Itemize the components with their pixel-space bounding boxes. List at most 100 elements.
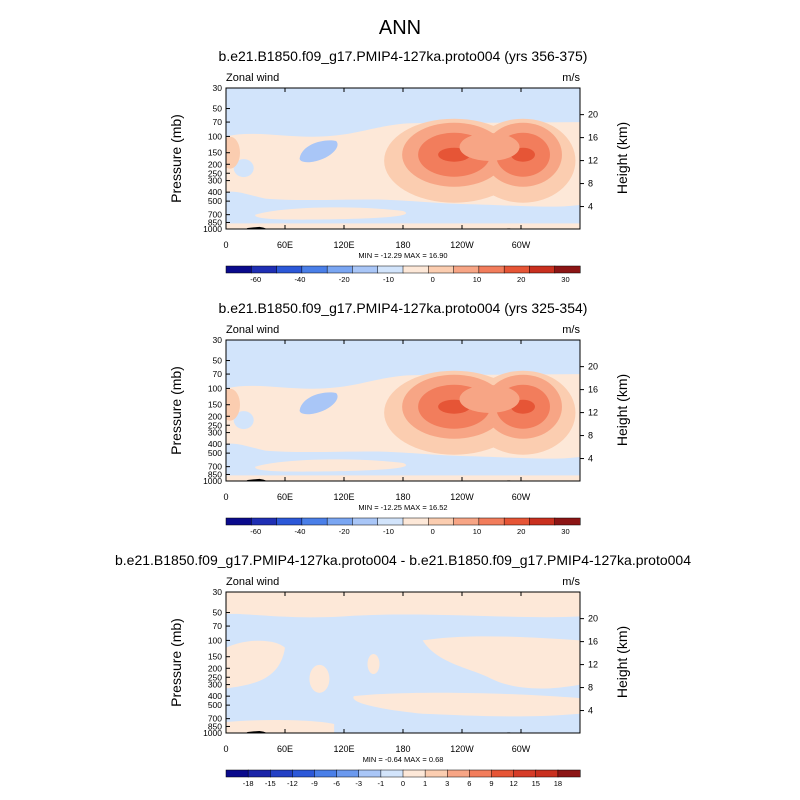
colorbar-swatch	[251, 517, 278, 526]
y-tick-label: 250	[208, 168, 222, 178]
colorbar: -60 -40 -20 -10 0 10 20 30	[225, 265, 581, 284]
y-right-tick-label: 8	[588, 179, 593, 189]
colorbar-swatch	[380, 769, 404, 778]
colorbar-swatch	[301, 265, 328, 274]
y-right-tick-label: 4	[588, 202, 593, 212]
y-tick-label: 100	[208, 635, 222, 645]
x-tick-label: 120W	[450, 492, 474, 502]
colorbar-label: 3	[445, 779, 449, 788]
min-max-stats: MIN = -0.64 MAX = 0.68	[363, 755, 444, 764]
y-right-tick-label: 20	[588, 362, 598, 372]
y-tick-label: 150	[208, 652, 222, 662]
y-tick-label: 700	[208, 714, 222, 724]
colorbar-label: -1	[378, 779, 385, 788]
contour-level-lower-westerly	[255, 459, 407, 472]
colorbar-swatch	[453, 517, 480, 526]
colorbar-label: -40	[295, 275, 306, 284]
min-max-stats: MIN = -12.29 MAX = 16.90	[358, 251, 447, 260]
colorbar-swatch	[513, 769, 537, 778]
colorbar-swatch	[535, 769, 559, 778]
contour-level-0-1-left	[226, 640, 285, 689]
contour-level-0-1-surface	[226, 720, 335, 733]
x-tick-label: 0	[223, 744, 228, 754]
colorbar-label: 20	[517, 275, 525, 284]
panel-2: b.e21.B1850.f09_g17.PMIP4-127ka.proto004…	[168, 300, 630, 536]
colorbar-swatch	[402, 265, 429, 274]
y-axis-label-right: Height (km)	[614, 122, 630, 194]
colorbar-swatch	[377, 517, 404, 526]
colorbar: -18 -15 -12 -9 -6 -3 -1 0 1 3 6 9 12 15 18	[225, 769, 581, 788]
x-tick-label: 120W	[450, 240, 474, 250]
y-tick-label: 400	[208, 439, 222, 449]
colorbar-swatch	[503, 517, 530, 526]
colorbar-swatch	[276, 517, 303, 526]
colorbar-swatch	[478, 517, 505, 526]
colorbar-label: 15	[532, 779, 540, 788]
contour-level-easterly-jet	[299, 140, 338, 163]
contour-hole	[233, 411, 254, 430]
colorbar-label: -18	[243, 779, 254, 788]
colorbar-swatch	[225, 517, 252, 526]
colorbar-swatch	[336, 769, 360, 778]
colorbar-swatch	[276, 265, 303, 274]
y-tick-label: 50	[213, 356, 223, 366]
units-label: m/s	[562, 576, 580, 588]
x-tick-label: 60E	[277, 492, 293, 502]
y-axis-label-right: Height (km)	[614, 374, 630, 446]
x-tick-label: 0	[223, 492, 228, 502]
y-axis-label: Pressure (mb)	[168, 114, 184, 203]
panel-title: b.e21.B1850.f09_g17.PMIP4-127ka.proto004…	[219, 48, 588, 64]
y-tick-label: 500	[208, 196, 222, 206]
y-tick-label: 700	[208, 462, 222, 472]
contour-level-0-1-mid	[353, 692, 580, 717]
y-tick-label: 200	[208, 159, 222, 169]
colorbar-swatch	[326, 517, 353, 526]
x-tick-label: 120W	[450, 744, 474, 754]
colorbar-label: -15	[265, 779, 276, 788]
topography	[245, 730, 268, 733]
colorbar-label: -6	[333, 779, 340, 788]
colorbar-swatch	[529, 517, 556, 526]
figure-title: ANN	[379, 17, 421, 39]
contour-field	[226, 88, 580, 229]
y-axis-label: Pressure (mb)	[168, 366, 184, 455]
panel-1: b.e21.B1850.f09_g17.PMIP4-127ka.proto004…	[168, 48, 630, 284]
contour-level-0-1-small	[367, 654, 380, 675]
contour-bridge	[459, 384, 520, 413]
y-right-tick-label: 12	[588, 408, 598, 418]
y-tick-label: 400	[208, 187, 222, 197]
colorbar-label: 12	[509, 779, 517, 788]
colorbar-swatch	[292, 769, 316, 778]
y-right-tick-label: 4	[588, 454, 593, 464]
contour-level-0-1-east	[422, 636, 580, 689]
y-axis-label: Pressure (mb)	[168, 618, 184, 707]
y-axis-label-right: Height (km)	[614, 626, 630, 698]
y-right-tick-label: 8	[588, 683, 593, 693]
colorbar-label: -10	[383, 275, 394, 284]
colorbar-swatch	[402, 517, 429, 526]
x-tick-label: 120E	[333, 492, 354, 502]
y-tick-label: 200	[208, 411, 222, 421]
y-right-tick-label: 8	[588, 431, 593, 441]
colorbar-label: 30	[561, 275, 569, 284]
min-max-stats: MIN = -12.25 MAX = 16.52	[358, 503, 447, 512]
y-tick-label: 500	[208, 700, 222, 710]
x-tick-label: 180	[395, 492, 410, 502]
colorbar-swatch	[554, 265, 581, 274]
colorbar-swatch	[453, 265, 480, 274]
y-tick-label: 150	[208, 148, 222, 158]
colorbar-label: -20	[339, 275, 350, 284]
contour-hole	[233, 159, 254, 178]
y-tick-label: 100	[208, 383, 222, 393]
colorbar-swatch	[352, 517, 379, 526]
panel-title: b.e21.B1850.f09_g17.PMIP4-127ka.proto004…	[219, 300, 588, 316]
y-tick-label: 1000	[203, 728, 222, 738]
colorbar-swatch	[225, 769, 249, 778]
colorbar-label: -60	[250, 275, 261, 284]
y-tick-label: 70	[213, 369, 223, 379]
colorbar-swatch	[428, 517, 455, 526]
colorbar-label: -60	[250, 527, 261, 536]
y-right-tick-label: 4	[588, 706, 593, 716]
colorbar-swatch	[301, 517, 328, 526]
